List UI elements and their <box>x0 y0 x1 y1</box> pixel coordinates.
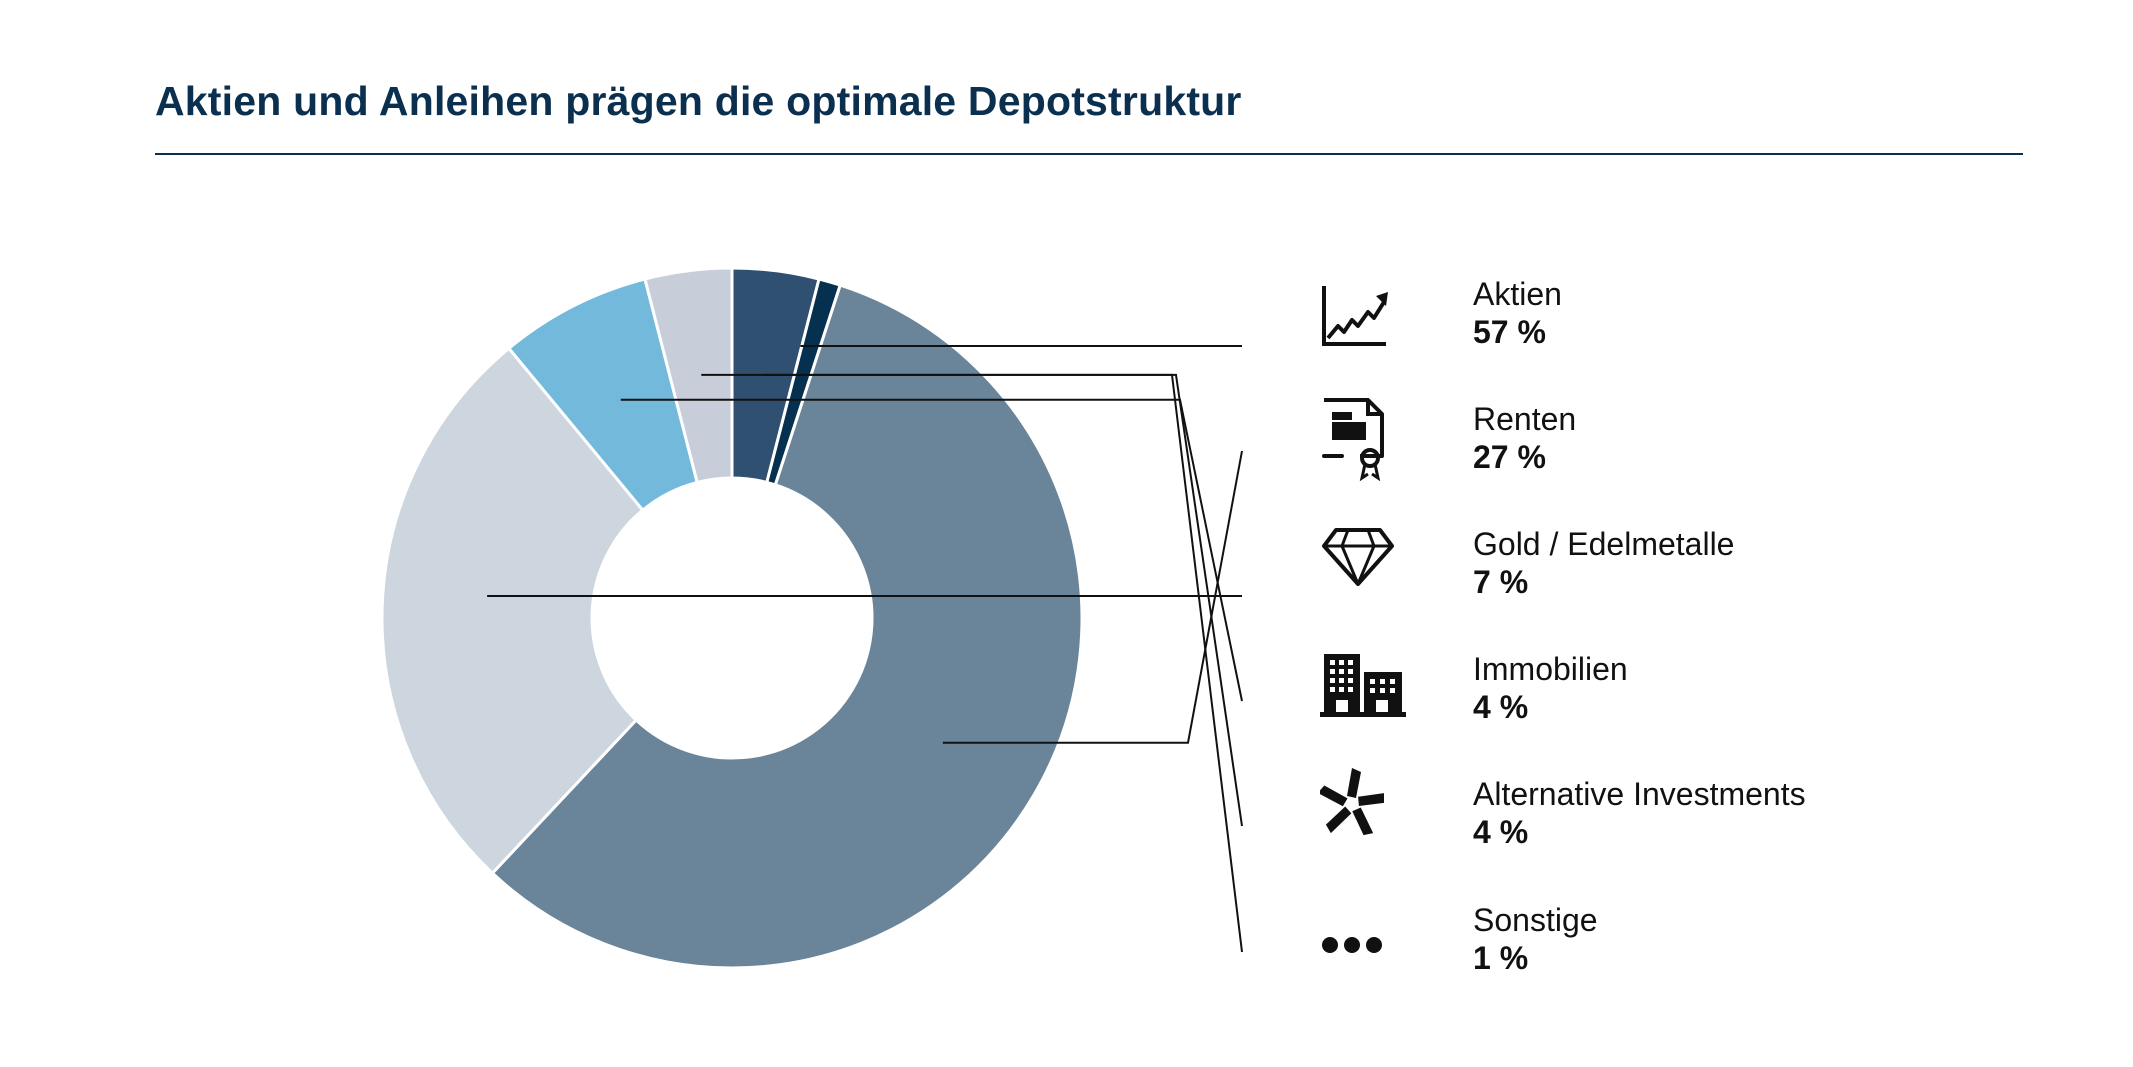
legend-item-gold: Gold / Edelmetalle 7 % <box>1473 525 1734 601</box>
donut-slice-renten <box>380 346 645 875</box>
certificate-icon <box>1322 398 1384 482</box>
donut-slices <box>380 266 1084 970</box>
legend-label: Aktien <box>1473 276 1562 312</box>
leader-line-aktien <box>942 450 1243 744</box>
title-divider <box>155 153 2023 155</box>
leader-lines <box>487 345 1243 953</box>
diamond-icon <box>1322 528 1394 586</box>
chart-trend-icon <box>1322 286 1388 346</box>
legend-label: Immobilien <box>1473 651 1628 687</box>
pinwheel-icon <box>1320 768 1384 836</box>
chart-title: Aktien und Anleihen prägen die optimale … <box>155 78 1242 124</box>
legend-value: 1 % <box>1473 940 1529 976</box>
donut-slice-sonstige <box>765 277 842 487</box>
legend-label: Gold / Edelmetalle <box>1473 526 1735 562</box>
legend-label: Sonstige <box>1473 902 1598 938</box>
legend-value: 4 % <box>1473 814 1529 850</box>
legend-item-sonstige: Sonstige 1 % <box>1473 901 1598 977</box>
legend-value: 27 % <box>1473 439 1546 475</box>
legend-item-alternative-investments: Alternative Investments 4 % <box>1473 775 1806 851</box>
leader-line-alternative-investments <box>762 373 1243 953</box>
legend-value: 7 % <box>1473 564 1529 600</box>
legend-value: 4 % <box>1473 689 1529 725</box>
legend-label: Alternative Investments <box>1473 776 1806 812</box>
more-dots-icon <box>1322 937 1382 953</box>
donut-slice-aktien <box>490 283 1084 970</box>
legend-item-aktien: Aktien 57 % <box>1473 275 1562 351</box>
legend-label: Renten <box>1473 401 1577 437</box>
legend-item-renten: Renten 27 % <box>1473 400 1576 476</box>
buildings-icon <box>1320 654 1406 717</box>
legend-item-immobilien: Immobilien 4 % <box>1473 650 1628 726</box>
legend-value: 57 % <box>1473 314 1546 350</box>
